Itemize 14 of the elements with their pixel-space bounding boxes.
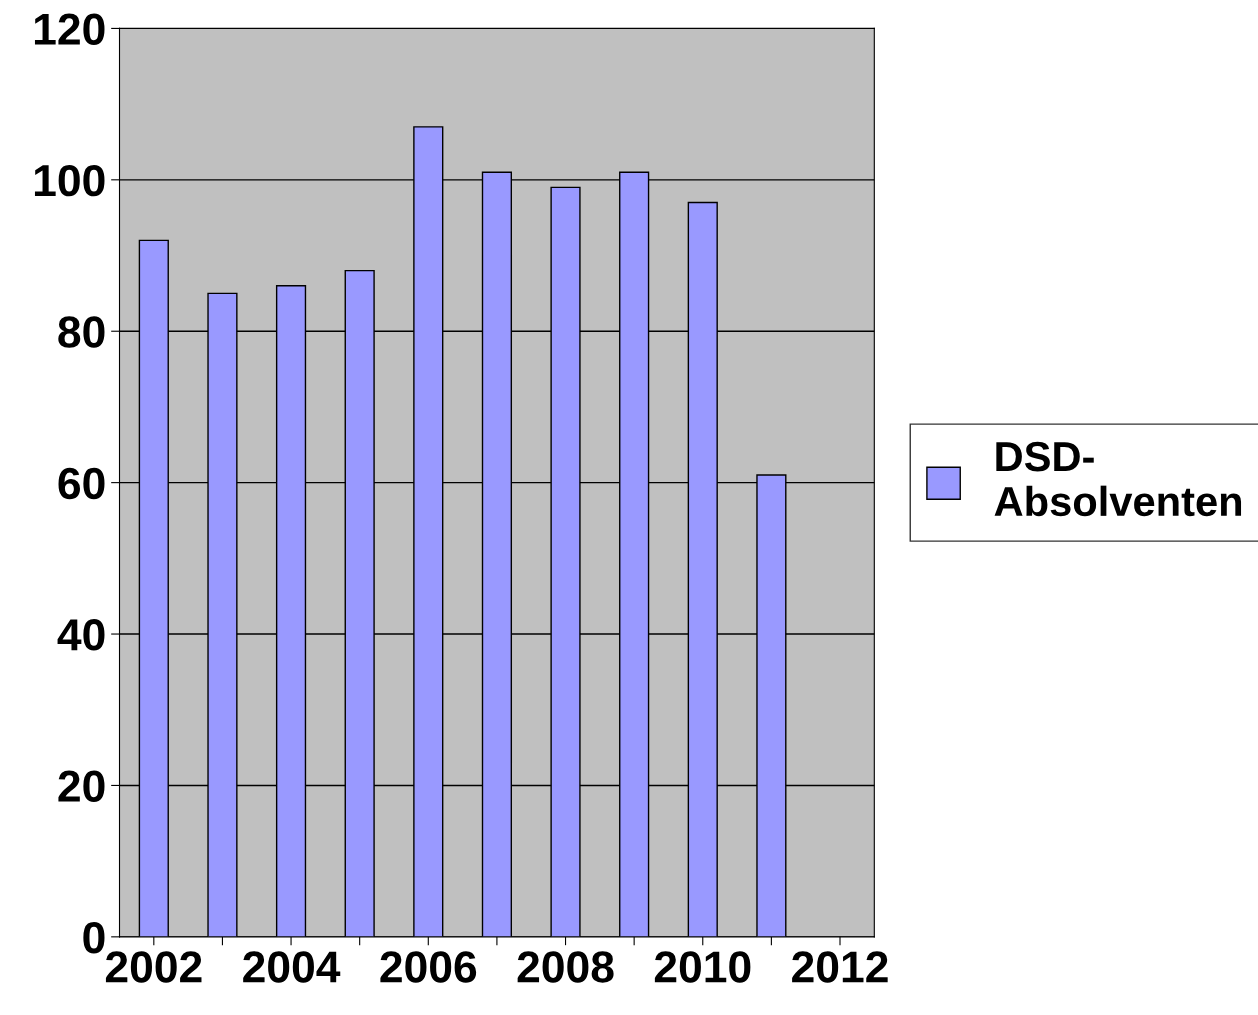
legend-label: DSD- Absolventen: [994, 441, 1242, 517]
y-tick-label: 100: [34, 164, 105, 197]
x-tick-label: 2004: [243, 951, 341, 983]
x-tick-label: 2012: [792, 951, 888, 983]
y-tick-label: 80: [58, 316, 105, 348]
y-tick-label: 40: [57, 619, 105, 651]
x-tick-label: 2008: [517, 951, 614, 983]
y-tick-label: 60: [58, 467, 105, 500]
y-tick-label: 20: [58, 770, 105, 802]
y-tick-label: 120: [34, 13, 105, 45]
y-tick-label: 0: [83, 921, 105, 954]
x-tick-label: 2006: [380, 951, 477, 983]
x-tick-label: 2010: [654, 951, 751, 983]
x-tick-label: 2002: [105, 951, 202, 983]
